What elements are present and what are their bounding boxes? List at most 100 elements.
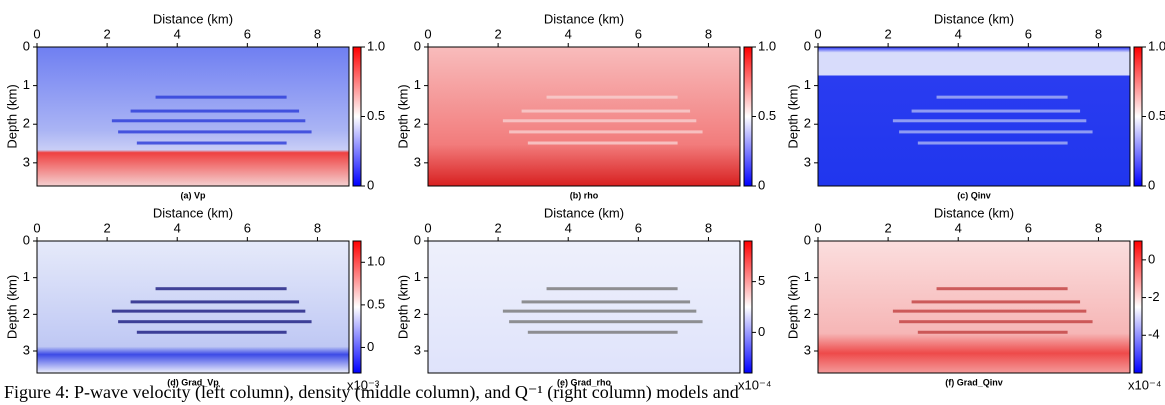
colorbar-tick-label: 0.5: [367, 108, 385, 123]
x-tick-label: 4: [955, 220, 962, 235]
x-axis-label: Distance (km): [153, 205, 233, 220]
x-tick-label: 4: [565, 220, 572, 235]
colorbar-tick-label: 0: [1148, 177, 1155, 192]
frame: [36, 240, 350, 374]
frame: [36, 46, 350, 187]
layer: [155, 95, 287, 99]
y-tick-label: 3: [414, 154, 421, 169]
x-tick-label: 2: [494, 220, 501, 235]
x-tick-label: 6: [244, 26, 251, 41]
y-tick-label: 3: [23, 154, 30, 169]
y-tick-label: 2: [23, 116, 30, 131]
colorbar-tick-label: 0: [1148, 251, 1155, 266]
x-tick-label: 8: [705, 220, 712, 235]
colorbar-tick-label: 0.5: [367, 296, 385, 311]
image: [428, 241, 740, 373]
colorbar-tick-label: -2: [1148, 289, 1160, 304]
colorbar-tick-label: 1.0: [1148, 38, 1165, 53]
layer: [502, 119, 697, 123]
y-tick-label: 3: [804, 154, 811, 169]
colorbar-tick-label: 1.0: [758, 38, 776, 53]
layer: [111, 119, 306, 123]
layer: [111, 309, 306, 313]
colorbar-tick-label: 1.0: [367, 38, 385, 53]
colorbar: [1133, 240, 1143, 374]
y-tick-label: 1: [23, 77, 30, 92]
x-tick-label: 8: [314, 220, 321, 235]
colorbar-tick-label: 0: [367, 339, 374, 354]
colorbar-tick-label: 5: [758, 273, 765, 288]
colorbar-exponent: x10⁻⁴: [738, 377, 771, 392]
layer: [521, 109, 691, 113]
x-tick-label: 6: [635, 220, 642, 235]
y-tick-label: 3: [23, 342, 30, 357]
frame: [817, 240, 1131, 374]
y-tick-label: 3: [804, 342, 811, 357]
y-axis-label: Depth (km): [395, 275, 410, 339]
y-tick-label: 3: [414, 342, 421, 357]
y-axis-label: Depth (km): [395, 84, 410, 148]
x-tick-label: 0: [814, 220, 821, 235]
colorbar: [352, 46, 362, 187]
layer: [509, 130, 703, 134]
layer: [118, 130, 312, 134]
layer: [509, 320, 703, 324]
y-tick-label: 0: [414, 232, 421, 247]
x-tick-label: 0: [424, 26, 431, 41]
layer: [892, 309, 1087, 313]
x-tick-label: 6: [1025, 220, 1032, 235]
layer: [502, 309, 697, 313]
x-tick-label: 2: [884, 220, 891, 235]
x-tick-label: 2: [103, 220, 110, 235]
x-axis-label: Distance (km): [544, 205, 624, 220]
colorbar-tick-label: -4: [1148, 327, 1160, 342]
colorbar-tick-label: 0.5: [758, 108, 776, 123]
x-tick-label: 6: [244, 220, 251, 235]
colorbar-exponent: x10⁻³: [347, 377, 380, 392]
x-tick-label: 2: [103, 26, 110, 41]
y-tick-label: 1: [414, 269, 421, 284]
colorbar: [352, 240, 362, 374]
panel-caption: (a) Vp: [180, 190, 206, 200]
image: [818, 241, 1130, 373]
frame: [427, 240, 741, 374]
frame: [817, 46, 1131, 187]
x-tick-label: 2: [884, 26, 891, 41]
figure-caption: Figure 4: P-wave velocity (left column),…: [4, 382, 739, 403]
y-tick-label: 0: [23, 232, 30, 247]
x-tick-label: 8: [1095, 220, 1102, 235]
frame: [427, 46, 741, 187]
y-tick-label: 2: [804, 116, 811, 131]
x-tick-label: 0: [33, 220, 40, 235]
x-tick-label: 8: [705, 26, 712, 41]
layer: [527, 330, 678, 334]
x-axis-label: Distance (km): [934, 11, 1014, 26]
colorbar: [743, 240, 753, 374]
colorbar-tick-label: 0: [758, 177, 765, 192]
layer: [936, 287, 1068, 291]
y-tick-label: 0: [804, 232, 811, 247]
panel-caption: (d) Grad_Vp: [167, 377, 219, 387]
layer: [892, 119, 1087, 123]
layer: [527, 141, 678, 145]
image: [428, 47, 740, 186]
colorbar: [1133, 46, 1143, 187]
y-tick-label: 2: [804, 306, 811, 321]
y-axis-label: Depth (km): [4, 84, 19, 148]
colorbar-tick-label: 0: [367, 177, 374, 192]
y-tick-label: 1: [804, 77, 811, 92]
x-tick-label: 0: [814, 26, 821, 41]
x-tick-label: 6: [635, 26, 642, 41]
x-tick-label: 0: [33, 26, 40, 41]
x-axis-label: Distance (km): [934, 205, 1014, 220]
layer: [917, 330, 1068, 334]
x-tick-label: 2: [494, 26, 501, 41]
layer: [899, 130, 1093, 134]
panel-caption: (e) Grad_rho: [557, 377, 612, 387]
x-axis-label: Distance (km): [544, 11, 624, 26]
x-tick-label: 8: [1095, 26, 1102, 41]
image: [818, 47, 1130, 186]
y-tick-label: 0: [23, 38, 30, 53]
x-tick-label: 4: [174, 26, 181, 41]
layer: [936, 95, 1068, 99]
